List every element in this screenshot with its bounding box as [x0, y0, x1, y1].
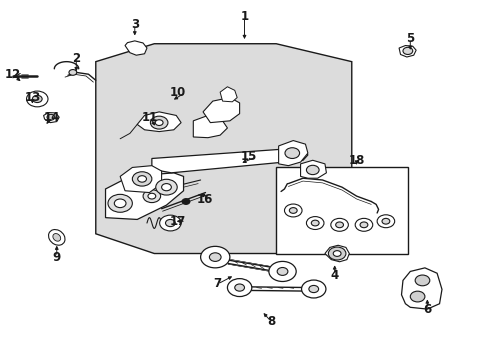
Circle shape	[332, 251, 340, 256]
Polygon shape	[96, 44, 351, 253]
Polygon shape	[152, 148, 307, 173]
Polygon shape	[203, 98, 239, 123]
Circle shape	[227, 279, 251, 297]
Circle shape	[289, 208, 297, 213]
Text: 11: 11	[141, 111, 157, 124]
Circle shape	[47, 114, 55, 120]
Polygon shape	[105, 173, 183, 220]
Circle shape	[306, 165, 319, 175]
Circle shape	[359, 222, 367, 228]
Text: 7: 7	[213, 278, 221, 291]
Circle shape	[409, 291, 424, 302]
Circle shape	[200, 246, 229, 268]
Text: 12: 12	[5, 68, 21, 81]
Text: 18: 18	[348, 154, 364, 167]
Circle shape	[114, 199, 126, 208]
Text: 6: 6	[422, 303, 430, 316]
Circle shape	[301, 280, 325, 298]
Polygon shape	[125, 41, 147, 55]
Text: 3: 3	[130, 18, 139, 31]
Circle shape	[268, 261, 296, 282]
Text: 4: 4	[330, 269, 338, 282]
Text: 16: 16	[196, 193, 212, 206]
Polygon shape	[43, 113, 59, 123]
Circle shape	[328, 247, 345, 260]
Circle shape	[108, 194, 132, 212]
Circle shape	[376, 215, 394, 228]
Circle shape	[209, 253, 221, 261]
Circle shape	[285, 148, 299, 158]
Circle shape	[354, 219, 372, 231]
Text: 17: 17	[169, 215, 185, 228]
Circle shape	[26, 91, 48, 107]
Circle shape	[277, 267, 287, 275]
Circle shape	[308, 285, 318, 293]
Circle shape	[311, 220, 319, 226]
Circle shape	[32, 95, 42, 103]
Text: 1: 1	[240, 10, 248, 23]
Polygon shape	[120, 166, 161, 193]
Circle shape	[402, 47, 412, 54]
Text: 13: 13	[24, 91, 41, 104]
Circle shape	[161, 184, 171, 191]
Circle shape	[143, 190, 160, 203]
Text: 10: 10	[169, 86, 185, 99]
Circle shape	[284, 204, 302, 217]
Circle shape	[150, 116, 167, 129]
Circle shape	[234, 284, 244, 291]
Circle shape	[156, 179, 177, 195]
Circle shape	[132, 172, 152, 186]
Bar	[276, 167, 407, 253]
Circle shape	[148, 193, 156, 199]
Circle shape	[138, 176, 146, 182]
Circle shape	[69, 69, 77, 75]
Polygon shape	[325, 245, 348, 262]
Circle shape	[306, 217, 324, 229]
Circle shape	[155, 120, 163, 126]
Text: 8: 8	[266, 315, 275, 328]
Text: 15: 15	[240, 150, 256, 163]
Polygon shape	[193, 116, 227, 138]
Circle shape	[159, 215, 181, 231]
Ellipse shape	[48, 230, 65, 245]
Circle shape	[381, 219, 389, 224]
Text: 2: 2	[72, 51, 80, 64]
Polygon shape	[278, 140, 307, 166]
Circle shape	[414, 275, 429, 286]
Polygon shape	[398, 45, 415, 57]
Circle shape	[330, 219, 347, 231]
Polygon shape	[300, 160, 326, 178]
Text: 14: 14	[43, 111, 60, 124]
Ellipse shape	[53, 234, 61, 241]
Circle shape	[182, 199, 189, 204]
Text: 5: 5	[406, 32, 413, 45]
Polygon shape	[137, 112, 181, 132]
Circle shape	[335, 222, 343, 228]
Circle shape	[165, 220, 175, 226]
Polygon shape	[401, 268, 441, 309]
Polygon shape	[220, 87, 237, 102]
Text: 9: 9	[53, 251, 61, 264]
